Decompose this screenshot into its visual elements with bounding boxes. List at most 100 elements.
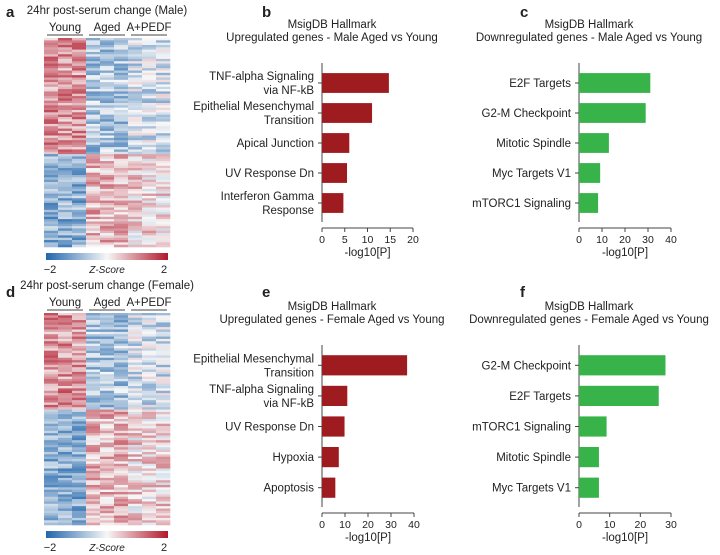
heatmap-cell	[100, 163, 115, 167]
heatmap-cell	[100, 423, 115, 427]
heatmap-cell	[142, 350, 157, 354]
heatmap-cell	[58, 188, 73, 192]
heatmap-cell	[86, 103, 101, 106]
heatmap-cell	[86, 374, 101, 377]
heatmap-cell	[100, 428, 115, 432]
heatmap-cell	[142, 482, 157, 486]
heatmap-cell	[72, 105, 87, 108]
heatmap-cell	[100, 56, 115, 60]
heatmap-cell	[58, 121, 73, 125]
heatmap-cell	[100, 444, 115, 448]
heatmap-cell	[44, 242, 59, 245]
heatmap-cell	[86, 49, 101, 53]
heatmap-cell	[100, 186, 115, 190]
heatmap-cell	[142, 135, 157, 139]
heatmap-cell	[72, 484, 87, 488]
heatmap-cell	[128, 168, 143, 171]
heatmap-cell	[142, 91, 157, 95]
heatmap-cell	[128, 158, 143, 162]
heatmap-cell	[44, 444, 59, 448]
heatmap-cell	[142, 233, 157, 236]
heatmap-cell	[58, 522, 73, 526]
heatmap-cell	[58, 114, 73, 118]
heatmap-cell	[156, 468, 171, 472]
heatmap-cell	[86, 386, 101, 389]
heatmap-cell	[142, 317, 157, 321]
heatmap-cell	[72, 186, 87, 190]
heatmap-cell	[72, 226, 87, 229]
heatmap-cell	[72, 170, 87, 173]
heatmap-cell	[156, 338, 171, 342]
heatmap-cell	[86, 470, 101, 474]
heatmap-cell	[44, 510, 59, 514]
heatmap-cell	[156, 313, 171, 316]
heatmap-cell	[44, 369, 59, 373]
heatmap-cell	[114, 463, 129, 467]
heatmap-cell	[128, 343, 143, 347]
heatmap-cell	[72, 331, 87, 335]
heatmap-cell	[156, 517, 171, 521]
heatmap-cell	[86, 195, 101, 199]
heatmap-cell	[128, 442, 143, 446]
heatmap-cell	[86, 58, 101, 62]
heatmap-cell	[142, 489, 157, 493]
heatmap-cell	[72, 181, 87, 185]
heatmap-cell	[100, 461, 115, 465]
heatmap-cell	[156, 357, 171, 361]
heatmap-cell	[114, 233, 129, 236]
heatmap-cell	[44, 158, 59, 162]
heatmap-cell	[72, 451, 87, 455]
heatmap-cell	[128, 468, 143, 472]
heatmap-cell	[58, 137, 73, 141]
heatmap-cell	[58, 503, 73, 507]
heatmap-cell	[44, 126, 59, 129]
heatmap-cell	[86, 414, 101, 417]
heatmap-cell	[72, 112, 87, 115]
heatmap-cell	[86, 202, 101, 206]
heatmap-cell	[114, 242, 129, 245]
heatmap-cell	[128, 449, 143, 453]
heatmap-cell	[114, 350, 129, 354]
heatmap-cell	[142, 409, 157, 413]
heatmap-cell	[100, 226, 115, 229]
heatmap-cell	[58, 170, 73, 173]
heatmap-title: 24hr post-serum change (Female)	[20, 280, 194, 292]
heatmap-cell	[86, 144, 101, 148]
heatmap-cell	[128, 128, 143, 132]
heatmap-cell	[156, 369, 171, 373]
heatmap-cell	[142, 444, 157, 448]
heatmap-cell	[156, 212, 171, 215]
heatmap-cell	[100, 38, 115, 41]
heatmap-cell	[100, 154, 115, 157]
heatmap-cell	[44, 343, 59, 347]
heatmap-cell	[100, 517, 115, 521]
heatmap-cell	[100, 454, 115, 457]
heatmap-cell	[86, 480, 101, 483]
heatmap-cell	[156, 116, 171, 120]
heatmap-cell	[156, 44, 171, 48]
heatmap-cell	[100, 329, 115, 333]
heatmap-cell	[156, 161, 171, 164]
heatmap-cell	[114, 130, 129, 134]
heatmap-cell	[44, 86, 59, 90]
heatmap-cell	[114, 47, 129, 50]
heatmap-cell	[58, 56, 73, 60]
heatmap-cell	[114, 84, 129, 88]
heatmap-cell	[114, 70, 129, 74]
heatmap-cell	[72, 489, 87, 493]
heatmap-cell	[142, 184, 157, 187]
heatmap-cell	[72, 163, 87, 167]
heatmap-cell	[44, 520, 59, 523]
bar	[322, 103, 373, 123]
heatmap-cell	[128, 65, 143, 69]
heatmap-cell	[58, 477, 73, 481]
heatmap-cell	[86, 209, 101, 213]
heatmap-cell	[44, 63, 59, 67]
heatmap-cell	[100, 230, 115, 234]
heatmap-cell	[58, 158, 73, 162]
heatmap-cell	[72, 378, 87, 382]
heatmap-cell	[128, 390, 143, 394]
heatmap-cell	[86, 367, 101, 370]
heatmap-cell	[156, 193, 171, 197]
